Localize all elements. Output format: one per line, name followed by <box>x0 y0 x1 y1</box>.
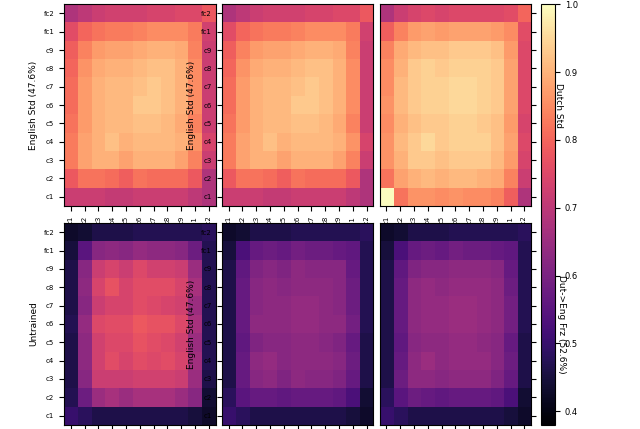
Y-axis label: Dut->Eng Frz (52.6%): Dut->Eng Frz (52.6%) <box>557 275 566 373</box>
Y-axis label: English Std (47.6%): English Std (47.6%) <box>187 60 196 150</box>
X-axis label: Dut->Eng Frz (52.6%): Dut->Eng Frz (52.6%) <box>406 232 505 241</box>
Y-axis label: English Std (47.6%): English Std (47.6%) <box>29 60 38 150</box>
Y-axis label: Dutch Std: Dutch Std <box>554 83 563 127</box>
X-axis label: Dut->Eng Frz (52.6%): Dut->Eng Frz (52.6%) <box>248 232 347 241</box>
Y-axis label: Untrained: Untrained <box>29 302 38 346</box>
Y-axis label: English Std (47.6%): English Std (47.6%) <box>187 279 196 369</box>
X-axis label: Dutch Std: Dutch Std <box>117 232 163 241</box>
